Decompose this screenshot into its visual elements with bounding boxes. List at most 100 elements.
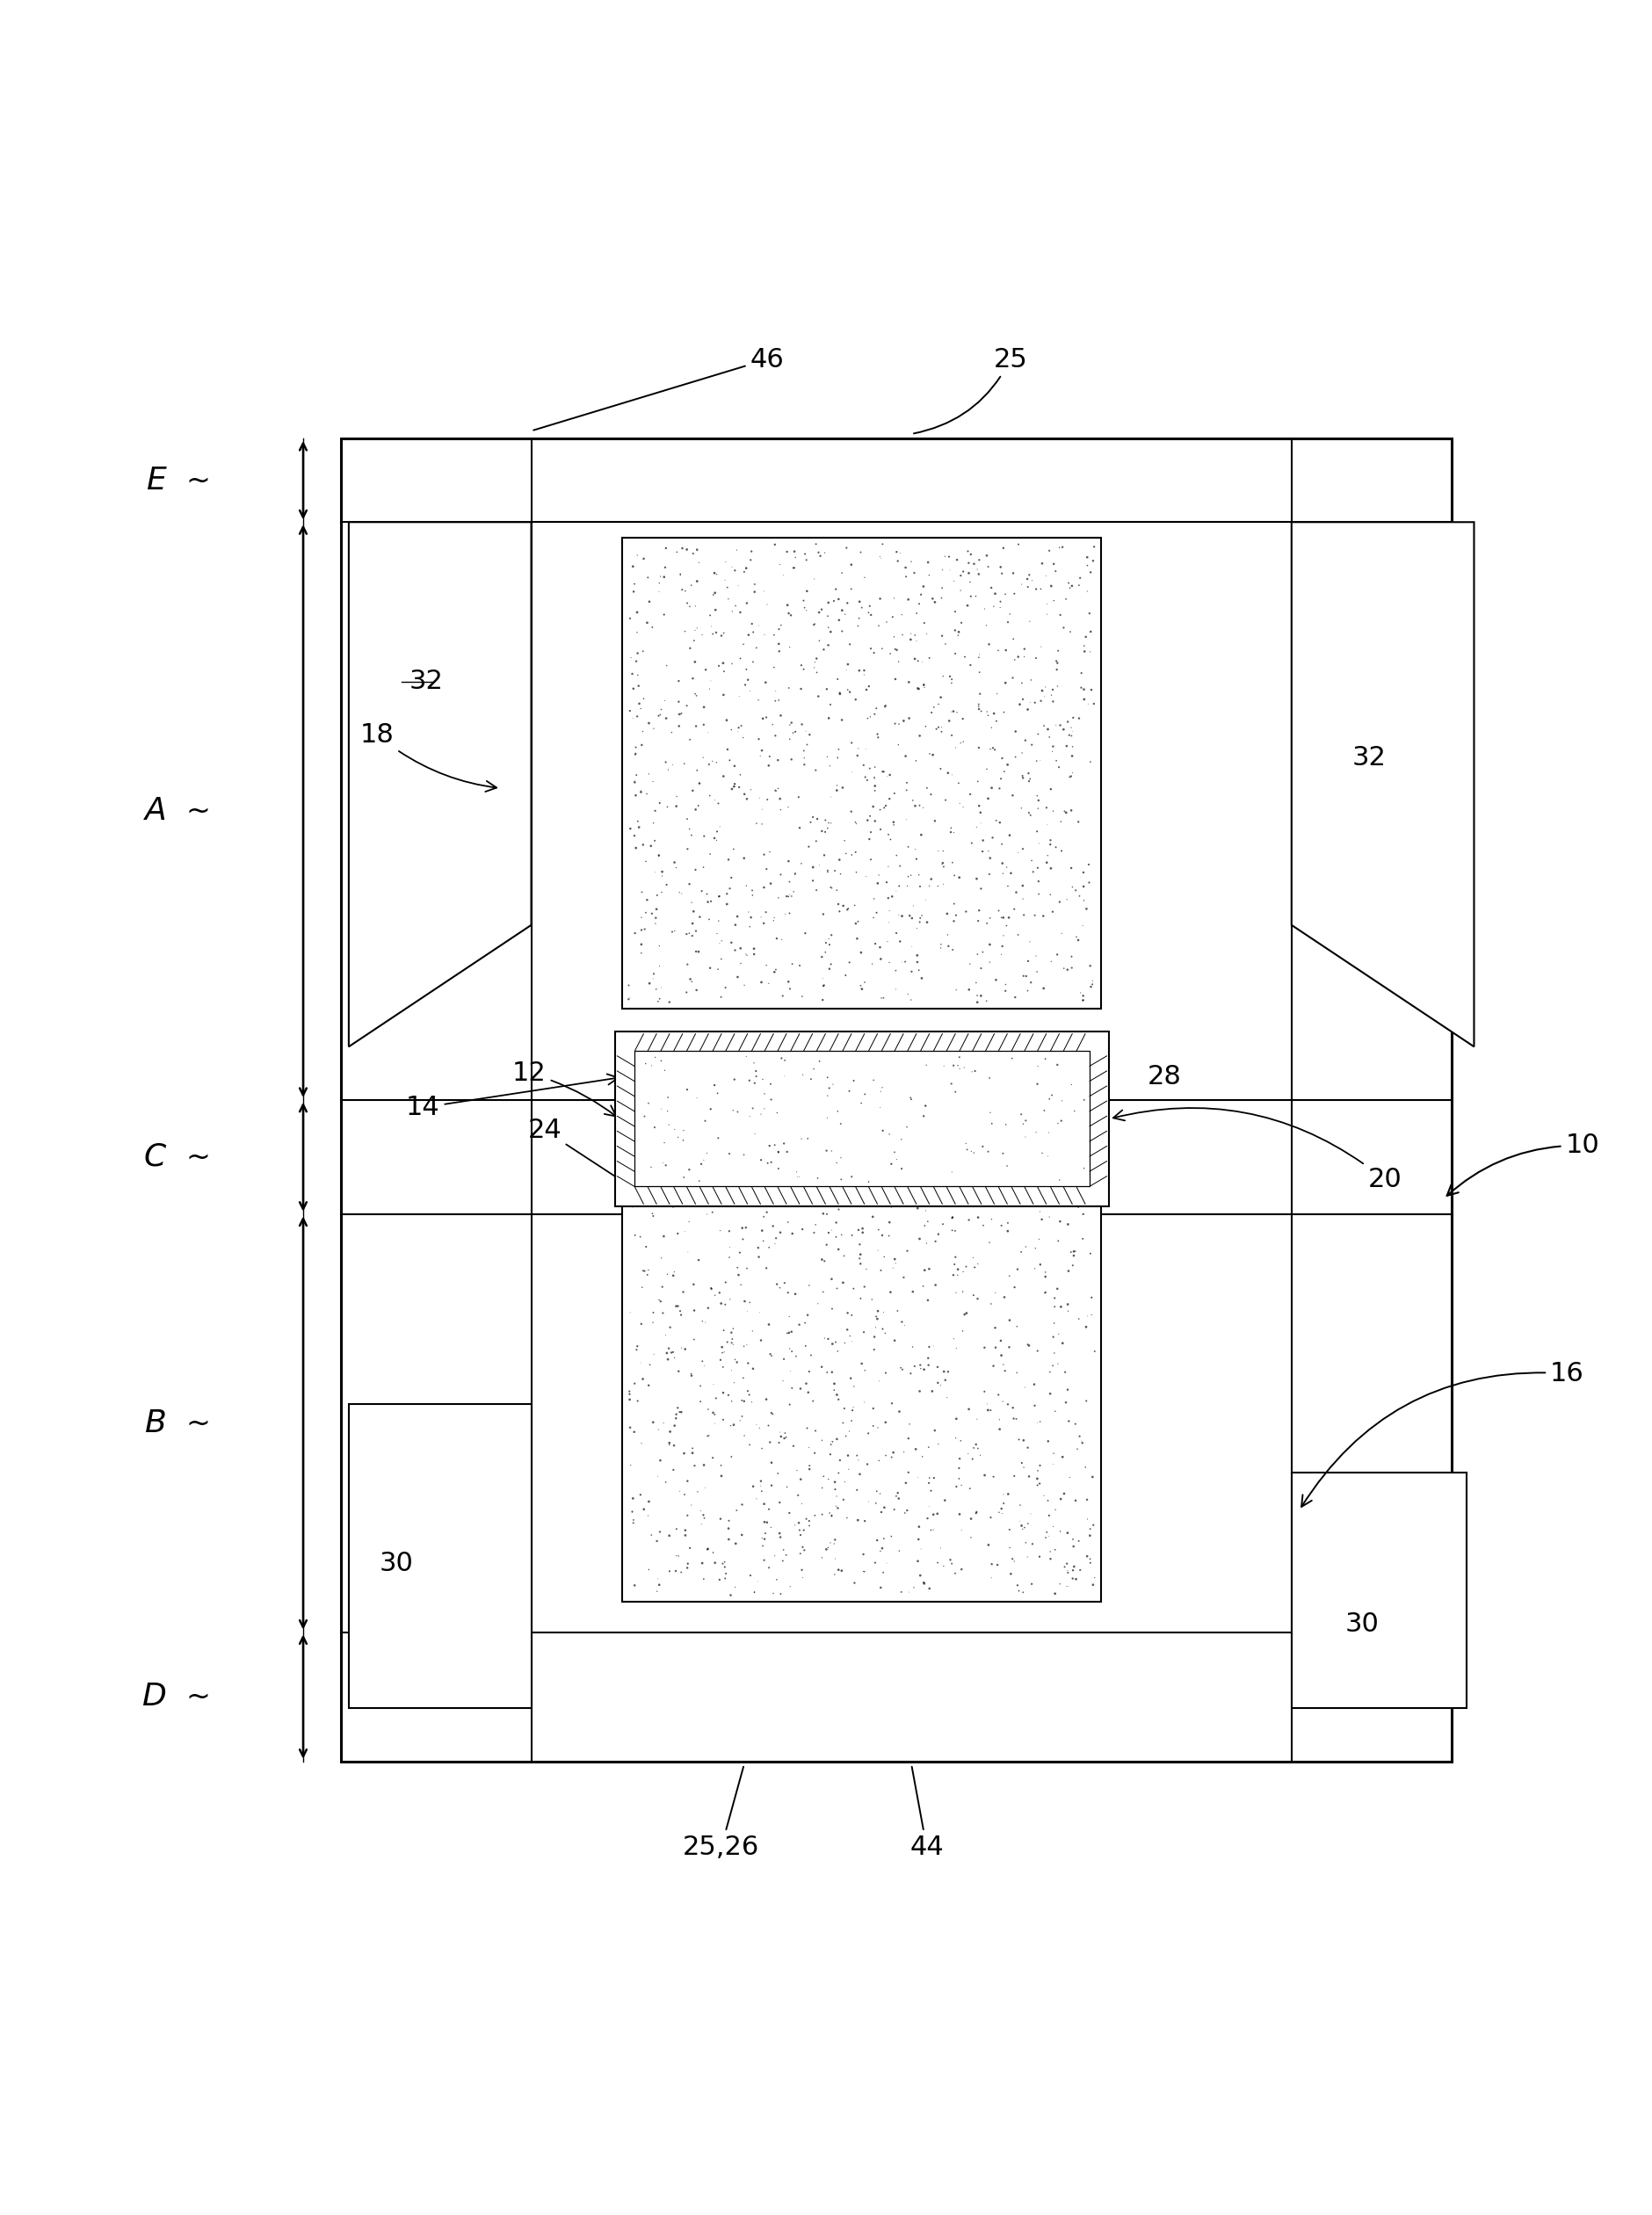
Point [834,893,861,928]
Point [808,1178,834,1214]
Point [824,1382,851,1418]
Point [869,1178,895,1214]
Point [767,1156,793,1192]
Point [996,1329,1023,1364]
Point [805,1287,831,1322]
Point [719,647,745,682]
Point [1069,1196,1095,1232]
Point [904,937,930,972]
Point [958,1134,985,1170]
Point [636,1553,662,1588]
Point [851,1504,877,1539]
Point [838,1218,864,1254]
Point [940,563,966,598]
Point [803,527,829,563]
Point [682,935,709,970]
Point [1072,1382,1099,1418]
Point [729,1209,755,1245]
Point [843,682,869,718]
Point [733,585,760,620]
Point [1061,1234,1087,1269]
Point [631,1254,657,1289]
Point [814,1101,841,1136]
Point [839,1389,866,1424]
Point [928,846,955,882]
Point [1042,1152,1069,1187]
Point [849,1553,876,1588]
Point [795,1121,821,1156]
Point [828,614,854,649]
Point [659,1333,686,1369]
Point [753,948,780,983]
Point [656,1108,682,1143]
Point [1070,884,1097,919]
Point [1036,1535,1062,1570]
Point [884,1294,910,1329]
Point [765,627,791,662]
Point [677,1486,704,1522]
Point [629,633,656,669]
Point [1059,1553,1085,1588]
Point [1052,795,1079,831]
Point [1080,687,1107,722]
Point [861,760,887,795]
Point [733,782,760,817]
Point [638,895,664,930]
Point [1079,1460,1105,1495]
Point [980,1349,1006,1384]
Point [628,691,654,727]
Point [915,1570,942,1606]
Point [847,1347,874,1382]
Point [889,1152,915,1187]
Point [783,1158,809,1194]
Point [1066,1553,1092,1588]
Point [654,1342,681,1378]
Point [667,696,694,731]
Point [940,1048,966,1083]
Point [938,664,965,700]
Point [778,1216,805,1251]
Point [1016,605,1042,640]
Point [834,671,861,707]
Point [824,662,851,698]
Point [1009,868,1036,904]
Point [651,1125,677,1161]
Point [717,1577,743,1613]
Point [1014,691,1041,727]
Point [998,1557,1024,1593]
Point [743,629,770,664]
Point [1018,1495,1044,1531]
Point [709,1546,735,1582]
Point [1042,707,1069,742]
Point [684,532,710,567]
Point [866,930,892,966]
Point [930,833,957,868]
Point [691,1150,717,1185]
Point [881,580,907,616]
Point [620,1493,646,1528]
Point [986,1322,1013,1358]
Point [813,1227,839,1263]
Point [765,1134,791,1170]
Point [1079,964,1105,999]
Point [699,1194,725,1229]
Point [879,879,905,915]
Point [902,1431,928,1466]
Point [631,1491,657,1526]
Point [857,631,884,667]
Point [963,808,990,844]
Point [899,902,925,937]
Point [672,1331,699,1367]
Point [856,596,882,631]
Point [836,1167,862,1203]
Point [904,1189,930,1225]
Point [806,538,833,574]
Point [730,1418,757,1453]
Point [712,545,738,580]
Point [983,802,1009,837]
Point [887,924,914,959]
Point [628,935,654,970]
Point [753,1382,780,1418]
Point [940,1170,966,1205]
Point [1041,1289,1067,1325]
